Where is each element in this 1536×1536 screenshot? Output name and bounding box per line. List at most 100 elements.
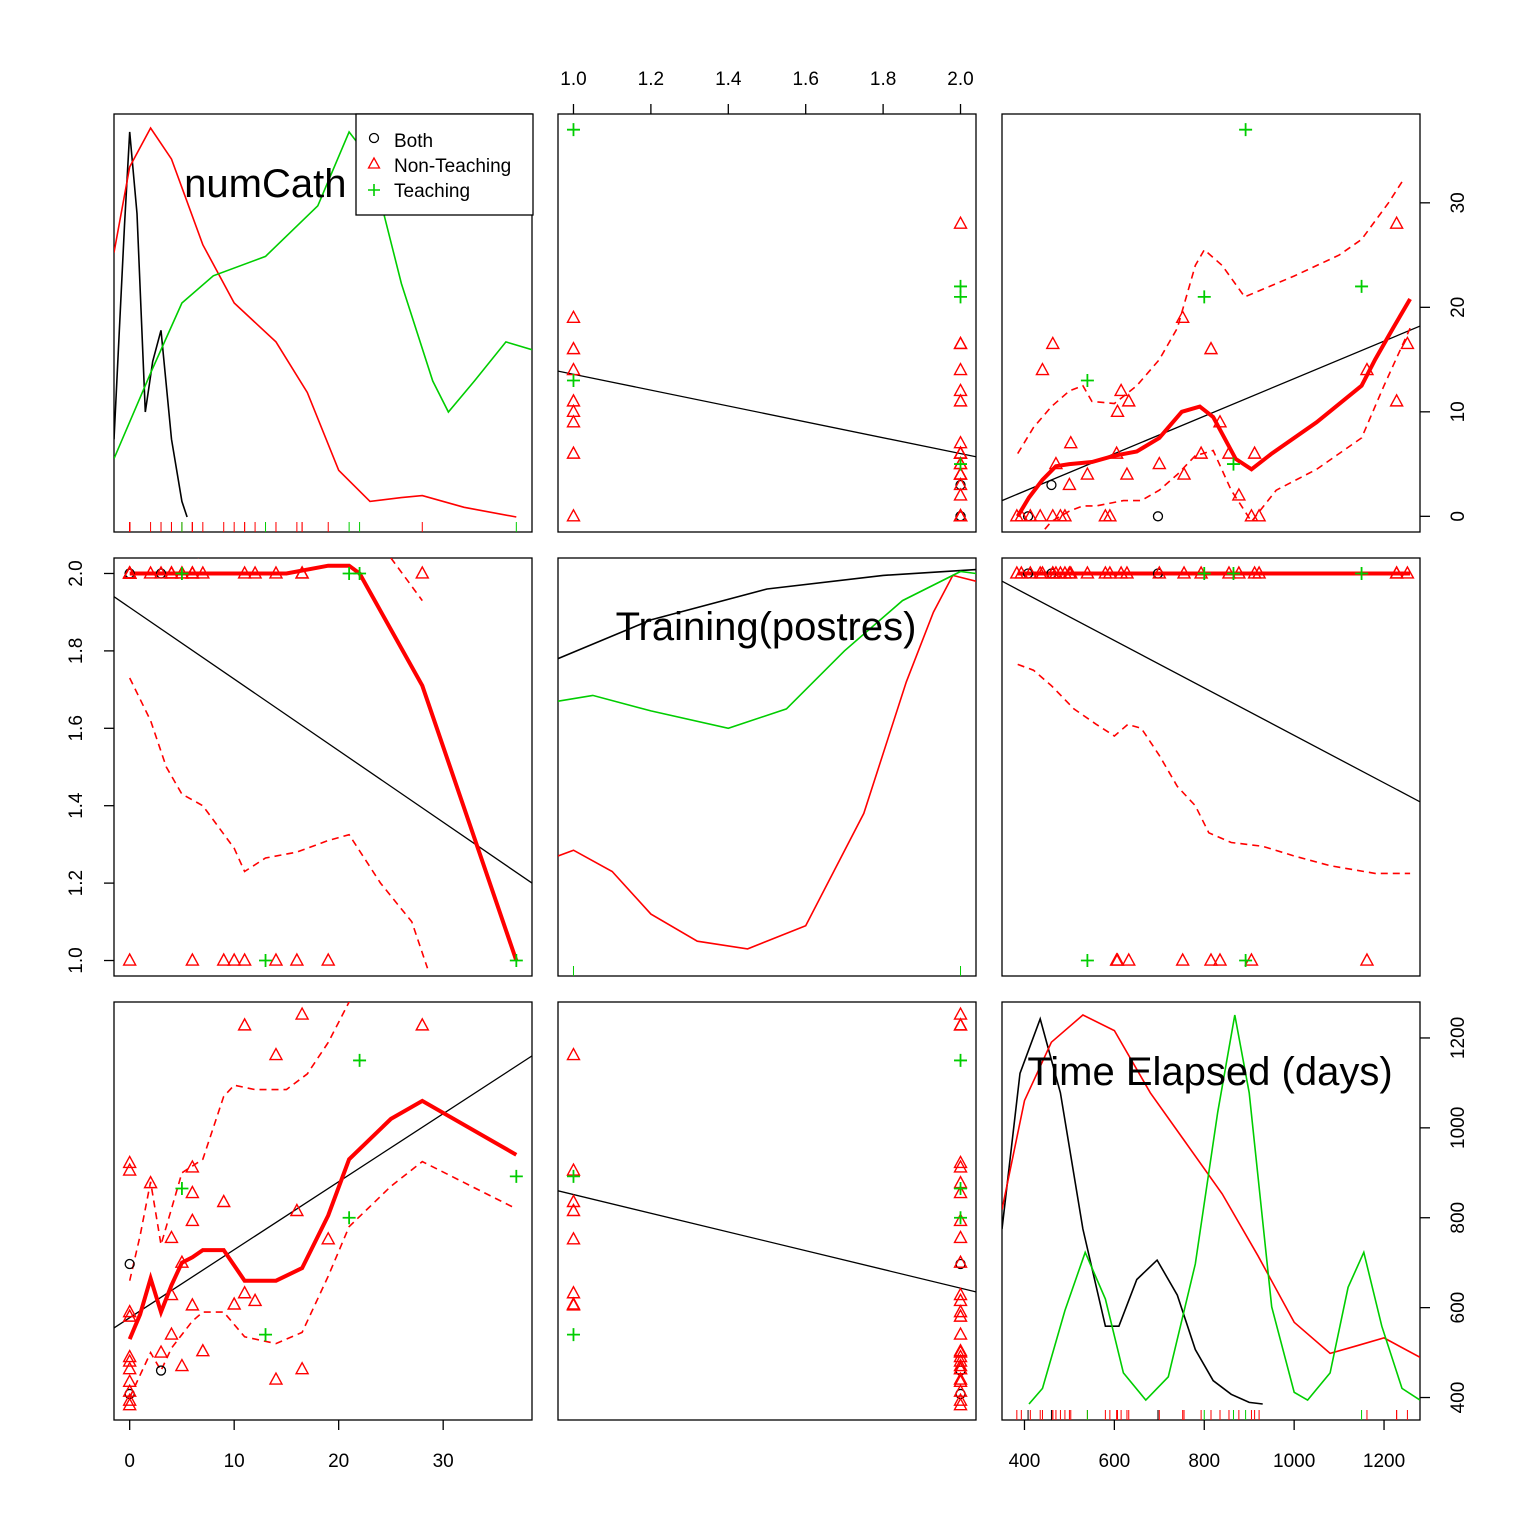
smooth-fit-numCath-vs-time xyxy=(1015,297,1412,518)
data-point-numCath-vs-training xyxy=(953,362,968,376)
data-point-time-vs-training xyxy=(566,1203,581,1217)
data-point-numCath-vs-time xyxy=(1203,341,1219,355)
data-point-training-vs-numCath xyxy=(185,952,200,966)
data-point-numCath-vs-training xyxy=(953,466,968,480)
data-point-numCath-vs-time xyxy=(1175,309,1190,323)
right-tick-label-numCath: 10 xyxy=(1448,401,1469,422)
data-point-training-vs-time xyxy=(1121,952,1136,966)
left-tick-label-training: 2.0 xyxy=(66,560,87,586)
data-point-numCath-vs-training xyxy=(953,477,968,491)
data-point-numCath-vs-time xyxy=(1080,466,1095,480)
panel-time-vs-numCath xyxy=(114,1002,532,1411)
data-point-time-vs-numCath xyxy=(268,1047,284,1061)
smooth-upper_right-training-vs-numCath xyxy=(390,558,423,602)
data-point-time-vs-training xyxy=(953,1292,968,1307)
data-point-training-vs-numCath xyxy=(268,952,284,966)
data-point-numCath-vs-time xyxy=(1244,508,1259,522)
data-point-time-vs-numCath xyxy=(122,1304,137,1318)
data-point-numCath-vs-time xyxy=(1102,508,1118,522)
panel-frame-training-numCath xyxy=(113,557,533,977)
data-point-time-vs-numCath xyxy=(321,1231,336,1245)
data-point-numCath-vs-time xyxy=(1062,477,1077,491)
panel-numCath-vs-time xyxy=(1002,123,1420,532)
data-point-numCath-vs-training xyxy=(566,341,581,355)
data-point-numCath-vs-time xyxy=(1193,445,1209,459)
data-point-training-vs-numCath xyxy=(268,565,284,579)
data-point-time-vs-training xyxy=(953,1383,968,1397)
data-point-numCath-vs-time xyxy=(1212,414,1228,428)
data-point-training-vs-time xyxy=(1221,565,1237,579)
data-point-time-vs-numCath xyxy=(153,1344,169,1358)
diag-label-training: Training(postres) xyxy=(616,605,917,649)
smooth-upper-time-vs-numCath xyxy=(128,1002,351,1281)
density-training-both xyxy=(558,568,976,660)
data-point-training-vs-numCath xyxy=(226,952,242,966)
data-point-time-vs-training xyxy=(566,1047,581,1061)
left-tick-label-training: 1.4 xyxy=(66,792,87,819)
data-point-time-vs-numCath xyxy=(124,1258,135,1270)
data-point-time-vs-training xyxy=(953,1185,968,1199)
data-point-training-vs-numCath xyxy=(294,565,310,579)
data-point-time-vs-numCath xyxy=(509,1169,523,1183)
data-point-time-vs-numCath xyxy=(185,1297,200,1311)
left-tick-label-training: 1.0 xyxy=(66,947,87,973)
data-point-training-vs-time xyxy=(1203,952,1219,966)
data-point-numCath-vs-time xyxy=(1355,279,1369,293)
panels-layer xyxy=(113,113,1421,1421)
data-point-numCath-vs-training xyxy=(954,279,968,293)
data-point-numCath-vs-time xyxy=(1247,445,1262,459)
data-point-time-vs-training xyxy=(953,1154,968,1169)
data-point-time-vs-numCath xyxy=(185,1159,200,1173)
smooth-upper-training-vs-numCath xyxy=(197,558,199,559)
data-point-numCath-vs-time xyxy=(1197,290,1211,304)
panel-training-vs-numCath xyxy=(114,558,532,969)
panel-frame-training-time xyxy=(1001,557,1421,977)
data-point-numCath-vs-training xyxy=(954,457,968,471)
data-point-training-vs-time xyxy=(1355,566,1369,580)
data-point-numCath-vs-time xyxy=(1226,457,1240,471)
panel-frame-numCath-training xyxy=(557,113,977,533)
data-point-time-vs-numCath xyxy=(289,1203,305,1217)
data-point-training-vs-time xyxy=(1080,565,1095,579)
data-point-training-vs-numCath xyxy=(237,565,252,579)
data-point-time-vs-training xyxy=(953,1254,968,1268)
x-tick-label-numCath: 0 xyxy=(124,1451,135,1472)
data-point-training-vs-time xyxy=(1014,565,1029,579)
data-point-time-vs-training xyxy=(953,1343,968,1357)
top-tick-label-training: 1.6 xyxy=(792,69,818,90)
data-point-time-vs-numCath xyxy=(294,1006,310,1020)
data-point-training-vs-time xyxy=(1400,565,1415,579)
x-tick-label-time: 600 xyxy=(1099,1451,1131,1472)
density-training-teaching xyxy=(558,570,976,730)
panel-training-vs-training xyxy=(558,568,976,976)
right-tick-label-time: 1200 xyxy=(1448,1017,1469,1059)
data-point-training-vs-numCath xyxy=(415,565,430,579)
data-point-training-vs-time xyxy=(1359,952,1375,966)
right-tick-label-time: 600 xyxy=(1448,1292,1469,1324)
data-point-numCath-vs-time xyxy=(1400,335,1415,350)
data-point-training-vs-time xyxy=(1197,566,1211,580)
x-tick-label-time: 1200 xyxy=(1363,1451,1405,1472)
data-point-training-vs-numCath xyxy=(195,565,211,579)
data-point-time-vs-training xyxy=(953,1017,968,1031)
data-point-numCath-vs-training xyxy=(953,435,968,449)
smooth-lower-time-vs-numCath xyxy=(128,1160,517,1398)
data-point-time-vs-training xyxy=(566,1328,580,1342)
regression-line-numCath-vs-training xyxy=(558,370,976,458)
x-tick-label-time: 400 xyxy=(1009,1451,1041,1472)
density-time-both xyxy=(1002,1016,1263,1405)
regression-line-time-vs-training xyxy=(558,1190,976,1293)
smooth-upper-numCath-vs-time xyxy=(1017,181,1403,455)
panel-numCath-vs-training xyxy=(558,123,976,522)
data-point-training-vs-numCath xyxy=(164,565,179,579)
data-point-training-vs-time xyxy=(1102,565,1118,579)
data-point-time-vs-training xyxy=(953,1230,968,1244)
data-point-training-vs-numCath xyxy=(122,565,137,579)
data-point-training-vs-time xyxy=(1231,565,1247,579)
data-point-time-vs-training xyxy=(953,1353,968,1367)
data-point-numCath-vs-training xyxy=(953,508,968,522)
data-point-training-vs-numCath xyxy=(122,952,137,966)
data-point-time-vs-training xyxy=(953,1373,968,1387)
top-tick-label-training: 2.0 xyxy=(947,69,973,90)
data-point-numCath-vs-training xyxy=(566,309,581,323)
